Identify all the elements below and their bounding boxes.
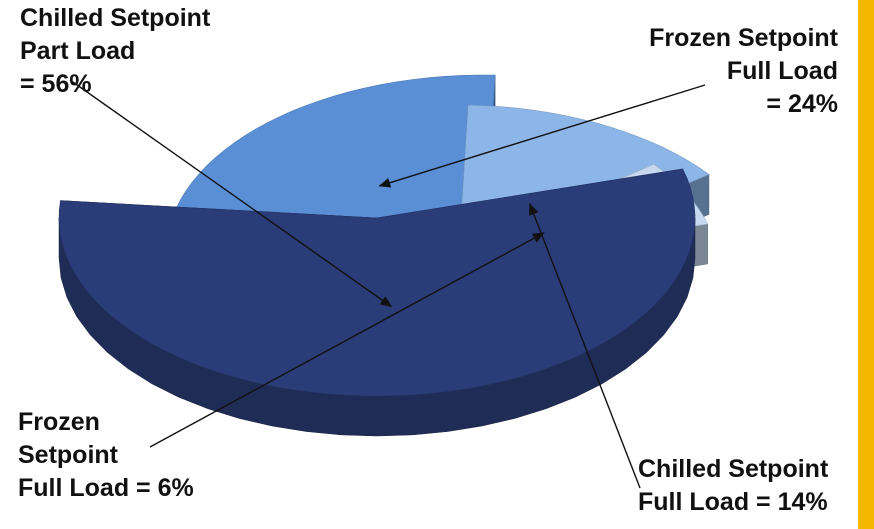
- pie-slice-0: [58, 168, 696, 437]
- pie-slice-0-top: [58, 168, 696, 397]
- leader-arrow-1: [378, 84, 706, 188]
- slice-label-frozen-small: Frozen Setpoint Full Load = 6%: [18, 408, 194, 502]
- accent-bar: [858, 0, 874, 529]
- slice-label-chilled-part-load: Chilled Setpoint Part Load = 56%: [20, 4, 211, 98]
- leader-arrow-0: [69, 79, 393, 308]
- leader-arrow-2: [529, 202, 641, 489]
- pie-slice-1-top: [167, 74, 496, 254]
- slice-label-frozen-full-load: Frozen Setpoint Full Load = 24%: [649, 24, 838, 118]
- slice-label-chilled-full-load: Chilled Setpoint Full Load = 14%: [638, 455, 829, 516]
- leader-arrow-3: [149, 232, 545, 448]
